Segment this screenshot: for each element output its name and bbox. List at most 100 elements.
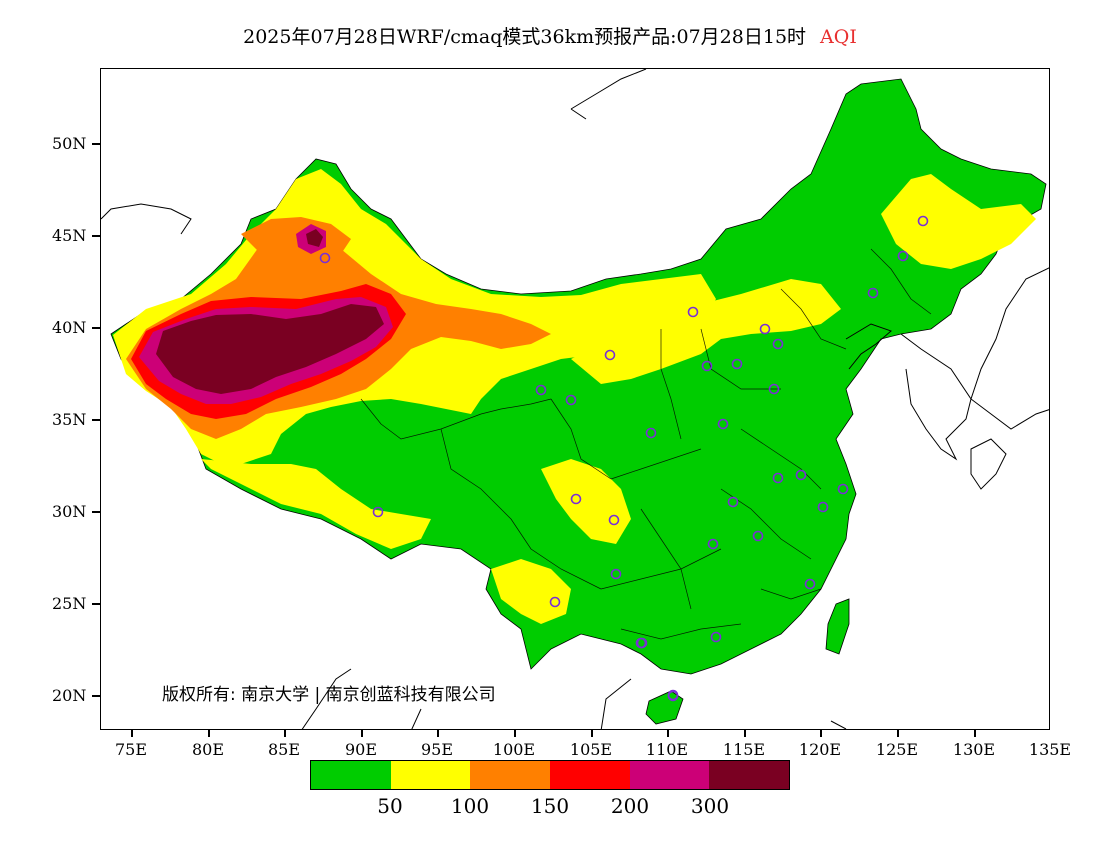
station-marker — [604, 349, 616, 361]
lat-tick — [92, 143, 100, 145]
lon-tick — [974, 730, 976, 737]
station-marker — [804, 578, 816, 590]
station-marker — [645, 427, 657, 439]
station-marker — [897, 250, 909, 262]
aqi-zone-maroon — [156, 304, 384, 394]
lat-tick — [92, 235, 100, 237]
lon-label-90e: 90E — [344, 740, 378, 759]
legend-swatch-maroon — [709, 761, 790, 789]
aqi-zone-orange-dzungaria — [241, 217, 351, 259]
lat-label-20n: 20N — [52, 686, 87, 705]
lat-label-40n: 40N — [52, 318, 87, 337]
station-marker — [610, 568, 622, 580]
lon-tick — [437, 730, 439, 737]
station-marker — [752, 530, 764, 542]
map-panel — [100, 68, 1050, 730]
station-marker — [759, 323, 771, 335]
legend-swatch-yellow — [390, 761, 471, 789]
station-marker — [667, 689, 679, 701]
lon-label-115e: 115E — [722, 740, 766, 759]
legend-label: 200 — [610, 794, 650, 818]
lat-label-25n: 25N — [52, 594, 87, 613]
coastline-korea — [900, 333, 972, 461]
coastline-southeast-asia — [301, 668, 422, 729]
lon-tick — [744, 730, 746, 737]
station-marker — [727, 496, 739, 508]
title-text: 2025年07月28日WRF/cmaq模式36km预报产品:07月28日15时 — [243, 26, 807, 48]
station-marker — [768, 383, 780, 395]
station-marker — [570, 493, 582, 505]
lon-label-80e: 80E — [191, 740, 225, 759]
lon-label-85e: 85E — [267, 740, 301, 759]
copyright-text: 版权所有: 南京大学 | 南京创蓝科技有限公司 — [162, 685, 496, 705]
lon-tick — [820, 730, 822, 737]
lon-tick — [284, 730, 286, 737]
aqi-zone-yellow-northeast — [881, 174, 1036, 269]
color-legend — [310, 760, 790, 790]
lon-label-95e: 95E — [420, 740, 454, 759]
legend-swatch-green — [311, 761, 391, 789]
aqi-zone-yellow-sichuan — [541, 459, 631, 544]
legend-label: 150 — [530, 794, 570, 818]
lon-tick — [897, 730, 899, 737]
lon-label-135e: 135E — [1028, 740, 1072, 759]
lon-label-100e: 100E — [492, 740, 536, 759]
lat-tick — [92, 327, 100, 329]
coastline-bohai — [845, 323, 892, 370]
station-marker — [319, 252, 331, 264]
map-title: 2025年07月28日WRF/cmaq模式36km预报产品:07月28日15时 A… — [0, 22, 1100, 49]
station-marker — [635, 637, 647, 649]
lon-tick — [667, 730, 669, 737]
station-marker — [917, 215, 929, 227]
lon-tick — [361, 730, 363, 737]
lon-label-105e: 105E — [569, 740, 613, 759]
station-marker — [701, 360, 713, 372]
aqi-map — [101, 69, 1049, 729]
coastline-philippines — [600, 678, 847, 729]
taiwan-island — [825, 598, 850, 655]
lon-tick — [514, 730, 516, 737]
station-marker — [717, 418, 729, 430]
station-marker — [535, 384, 547, 396]
aqi-zone-yellow-yunnan — [491, 559, 571, 624]
lat-label-50n: 50N — [52, 134, 87, 153]
province-borders — [360, 248, 932, 640]
station-marker — [772, 338, 784, 350]
station-markers — [319, 215, 929, 702]
station-marker — [372, 506, 384, 518]
lat-tick — [92, 511, 100, 513]
lon-label-130e: 130E — [952, 740, 996, 759]
title-variable: AQI — [820, 26, 857, 48]
coastline-japan — [970, 267, 1049, 430]
legend-swatch-red — [550, 761, 630, 789]
lon-label-75e: 75E — [114, 740, 148, 759]
lon-label-125e: 125E — [875, 740, 919, 759]
legend-label: 100 — [450, 794, 490, 818]
aqi-zone-maroon-hotspot — [306, 229, 323, 247]
lat-label-30n: 30N — [52, 502, 87, 521]
station-marker — [687, 306, 699, 318]
lat-label-35n: 35N — [52, 410, 87, 429]
coastline-northwest — [101, 203, 192, 235]
aqi-zone-yellow-north — [571, 279, 841, 384]
lat-tick — [92, 603, 100, 605]
lat-label-45n: 45N — [52, 226, 87, 245]
station-marker — [710, 631, 722, 643]
lon-label-120e: 120E — [798, 740, 842, 759]
station-marker — [549, 596, 561, 608]
lon-tick — [208, 730, 210, 737]
station-marker — [565, 394, 577, 406]
station-marker — [795, 469, 807, 481]
lat-tick — [92, 419, 100, 421]
lon-tick — [131, 730, 133, 737]
station-marker — [608, 514, 620, 526]
station-marker — [837, 483, 849, 495]
station-marker — [817, 501, 829, 513]
aqi-zone-yellow-tibet — [201, 459, 431, 549]
coastline-kyushu — [970, 438, 1007, 490]
legend-label: 50 — [377, 794, 403, 818]
lon-label-110e: 110E — [645, 740, 689, 759]
lat-tick — [92, 695, 100, 697]
station-marker — [707, 538, 719, 550]
legend-swatch-magenta — [629, 761, 710, 789]
